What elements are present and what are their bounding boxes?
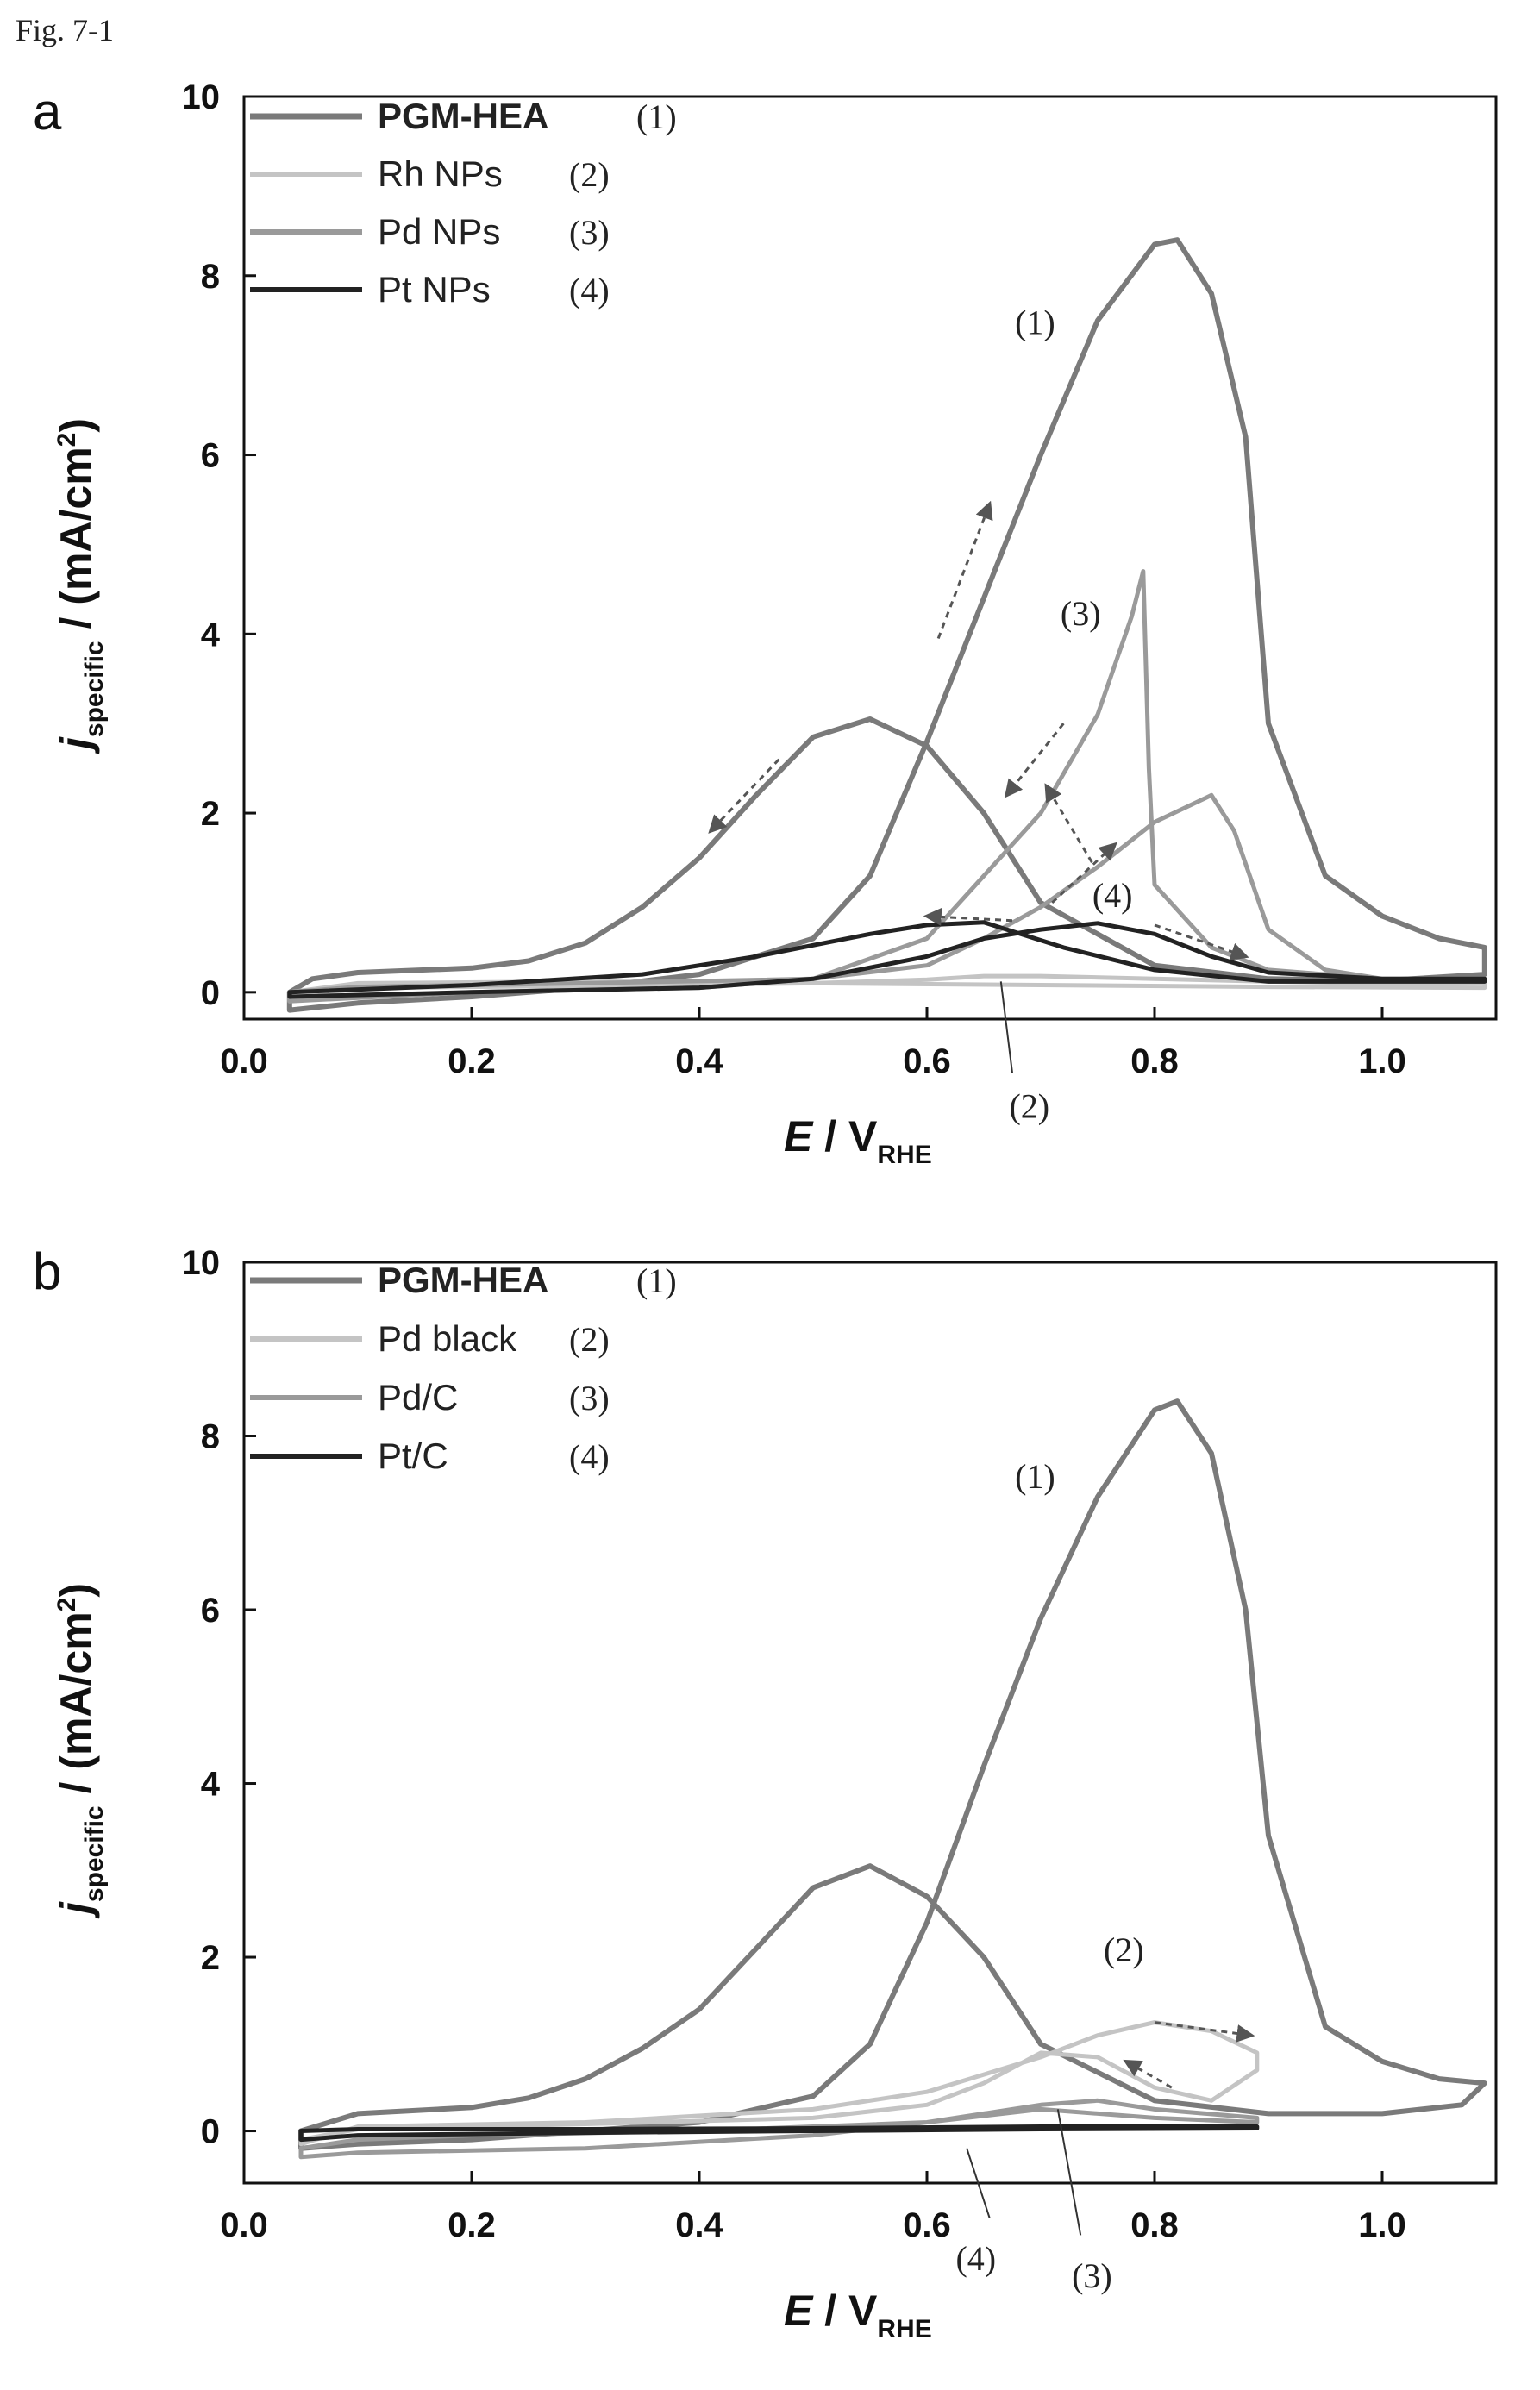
chart-panel-a: a 0.0 0.2 0.4 0.6 0.8 1.0 0 2 4 6 8 10 (1) (3) (4) (2) P… (33, 78, 1498, 1169)
legend-number: (3) (569, 213, 610, 252)
y-tick-label: 4 (201, 1766, 221, 1804)
series-line-1 (298, 1398, 1487, 2151)
leader-line (1056, 2109, 1082, 2236)
x-tick-label: 1.0 (1358, 1042, 1406, 1080)
curve-annotation: (3) (1072, 2256, 1112, 2295)
y-tick-label: 2 (201, 795, 220, 833)
direction-arrow (1154, 2021, 1255, 2043)
legend-label: Pt NPs (378, 269, 491, 310)
series-line-4 (287, 920, 1487, 999)
curve-annotation: (4) (955, 2239, 996, 2278)
direction-arrow (923, 907, 1013, 926)
legend-label: PGM-HEA (378, 1260, 548, 1300)
x-tick-label: 0.2 (448, 1042, 496, 1080)
leader-line (966, 2148, 991, 2218)
x-tick-label: 0.4 (675, 2206, 723, 2244)
figure-label: Fig. 7-1 (16, 13, 115, 47)
legend-label: Pd black (378, 1318, 517, 1359)
legend-label: Pd NPs (378, 211, 500, 252)
plot-frame (242, 95, 1498, 1021)
y-tick-label: 0 (201, 974, 220, 1012)
legend-number: (2) (569, 155, 610, 194)
y-axis-title: jspecific / (mA/cm2) (52, 1583, 109, 1919)
y-tick-label: 8 (201, 258, 220, 296)
legend-number: (1) (636, 1261, 677, 1300)
y-tick-label: 10 (182, 78, 221, 116)
legend-label: Pd/C (378, 1377, 458, 1417)
direction-arrow (708, 758, 780, 834)
chart-panel-b: b 0.0 0.2 0.4 0.6 0.8 1.0 0 2 4 6 8 10 (1) (2) (4) (3) P… (33, 1242, 1498, 2343)
y-tick-label: 0 (201, 2113, 220, 2151)
curve-annotation: (3) (1061, 594, 1101, 633)
x-tick-label: 0.4 (675, 1042, 723, 1080)
curve-annotation: (1) (1015, 303, 1055, 341)
y-tick-label: 8 (201, 1418, 220, 1456)
series-line-4 (298, 2124, 1260, 2143)
x-axis-title: E / VRHE (784, 2287, 932, 2343)
x-tick-label: 0.6 (903, 2206, 951, 2244)
x-tick-label: 0.8 (1130, 2206, 1179, 2244)
x-tick-label: 1.0 (1358, 2206, 1406, 2244)
x-tick-label: 0.2 (448, 2206, 496, 2244)
direction-arrow (1123, 2059, 1173, 2089)
y-tick-label: 6 (201, 437, 220, 475)
legend-number: (2) (569, 1320, 610, 1359)
x-tick-label: 0.6 (903, 1042, 951, 1080)
plot-frame (242, 1261, 1498, 2185)
panel-b-letter: b (33, 1242, 61, 1300)
legend-label: Rh NPs (378, 153, 503, 194)
curve-annotation: (4) (1092, 876, 1133, 915)
legend-number: (3) (569, 1379, 610, 1417)
series-line-2 (298, 2020, 1260, 2147)
legend-label: PGM-HEA (378, 96, 548, 136)
x-tick-label: 0.0 (220, 1042, 268, 1080)
y-axis-title: jspecific / (mA/cm2) (52, 418, 109, 754)
direction-arrow (1154, 923, 1249, 960)
panel-a-letter: a (33, 83, 62, 141)
legend-label: Pt/C (378, 1436, 448, 1476)
series-line-1 (286, 237, 1487, 1013)
curve-annotation: (2) (1009, 1086, 1049, 1125)
curve-annotation: (1) (1015, 1457, 1055, 1496)
direction-arrow (936, 500, 993, 640)
legend-number: (1) (636, 97, 677, 136)
y-tick-label: 6 (201, 1592, 220, 1630)
x-tick-label: 0.8 (1130, 1042, 1179, 1080)
direction-arrow (1004, 723, 1065, 798)
y-tick-label: 10 (182, 1244, 221, 1282)
series-line-3 (287, 569, 1487, 1004)
direction-arrow (1051, 842, 1117, 904)
x-axis-title: E / VRHE (784, 1112, 932, 1169)
leader-line (999, 981, 1013, 1073)
legend-number: (4) (569, 271, 610, 310)
legend-number: (4) (569, 1437, 610, 1476)
curve-annotation: (2) (1104, 1930, 1144, 1969)
y-tick-label: 2 (201, 1939, 220, 1977)
x-tick-label: 0.0 (220, 2206, 268, 2244)
direction-arrow (1044, 783, 1093, 863)
y-tick-label: 4 (201, 616, 221, 654)
